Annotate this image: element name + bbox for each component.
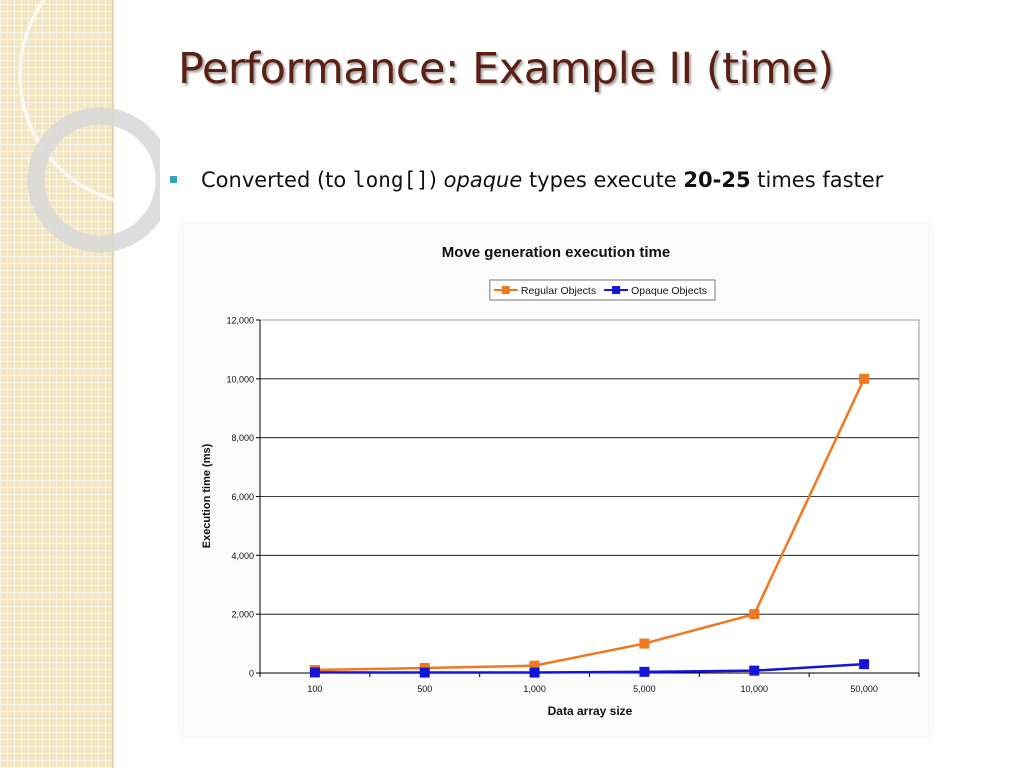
y-tick-label: 8,000 [231, 433, 254, 443]
legend-item: Regular Objects [493, 285, 596, 297]
legend-item: Opaque Objects [604, 285, 707, 297]
x-tick-label: 10,000 [740, 684, 768, 694]
bullet-bold: 20-25 [683, 168, 751, 192]
legend-marker [501, 286, 510, 294]
bullet-text-4: times faster [750, 168, 884, 192]
x-tick-label: 500 [417, 684, 432, 694]
x-tick-label: 5,000 [633, 684, 656, 694]
y-axis-label: Execution time (ms) [201, 443, 213, 548]
data-point [529, 660, 540, 671]
y-tick-label: 4,000 [231, 551, 254, 561]
series-line [314, 662, 865, 674]
chart-legend: Regular Objects Opaque Objects [489, 279, 716, 301]
legend-label: Regular Objects [521, 285, 596, 297]
x-axis-ticks: 100 500 1,000 5,000 10,000 50,000 [259, 673, 920, 694]
bullet-square-icon [170, 175, 177, 183]
series-2 [309, 659, 870, 678]
chart-series [309, 373, 870, 678]
bullet-point: Converted (to long[]) opaque types execu… [170, 168, 1000, 192]
slide-title: Performance: Example II (time) [178, 44, 834, 94]
data-point [639, 638, 650, 649]
y-tick-label: 12,000 [226, 316, 254, 326]
bullet-italic: opaque [443, 168, 523, 192]
series-line [314, 378, 866, 672]
x-tick-label: 50,000 [850, 684, 878, 694]
data-point [749, 609, 760, 620]
decorative-rings [18, 0, 160, 253]
bullet-code: long[] [352, 168, 429, 192]
data-point [309, 667, 320, 678]
line-chart: Move generation execution time Regular O… [201, 244, 920, 718]
legend-box [489, 279, 716, 301]
y-tick-label: 10,000 [226, 374, 254, 384]
legend-marker [612, 286, 621, 294]
bullet-text-1: Converted (to [201, 168, 353, 192]
chart-container: Move generation execution time Regular O… [180, 224, 932, 736]
x-tick-label: 1,000 [523, 684, 546, 694]
chart-title: Move generation execution time [442, 244, 670, 261]
y-tick-label: 0 [249, 669, 254, 679]
data-point [419, 667, 430, 678]
data-point [529, 667, 540, 678]
side-panel-edge [112, 0, 115, 768]
data-point [639, 666, 650, 677]
y-tick-label: 2,000 [231, 610, 254, 620]
x-tick-label: 100 [307, 684, 322, 694]
y-axis-ticks: 0 2,000 4,000 6,000 8,000 10,000 12,000 [226, 316, 260, 679]
bullet-text-2: ) [428, 168, 444, 192]
bullet-text-3: types execute [522, 168, 684, 192]
data-point [859, 659, 870, 670]
decorative-ring-small [27, 107, 160, 253]
data-point [859, 373, 870, 384]
legend-label: Opaque Objects [631, 285, 707, 297]
data-point [749, 665, 760, 676]
y-tick-label: 6,000 [231, 492, 254, 502]
x-axis-label: Data array size [548, 704, 633, 718]
